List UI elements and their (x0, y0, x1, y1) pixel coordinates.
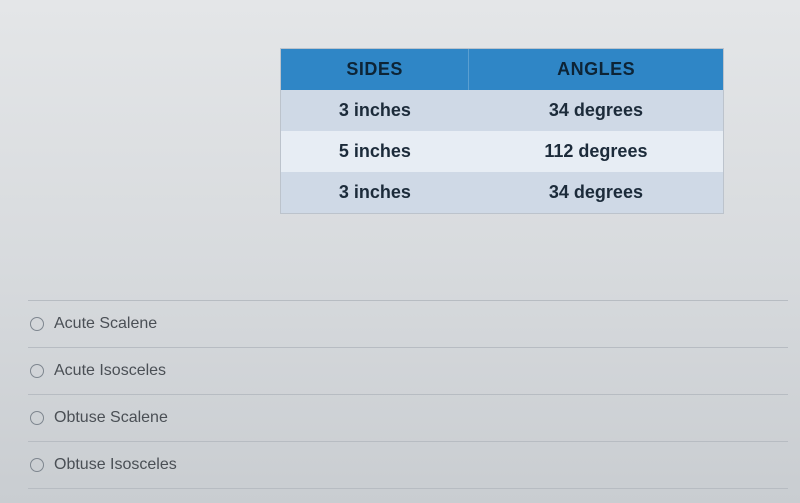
option-label: Obtuse Scalene (54, 409, 168, 427)
cell-angles: 112 degrees (469, 131, 723, 172)
triangle-data-table: SIDES ANGLES 3 inches 34 degrees 5 inche… (280, 48, 724, 214)
cell-sides: 3 inches (281, 90, 469, 131)
radio-icon (30, 317, 44, 331)
cell-angles: 34 degrees (469, 90, 723, 131)
table-head: SIDES ANGLES (281, 49, 723, 90)
option-acute-scalene[interactable]: Acute Scalene (28, 301, 788, 348)
col-header-sides: SIDES (281, 49, 469, 90)
table-row: 5 inches 112 degrees (281, 131, 723, 172)
option-label: Obtuse Isosceles (54, 456, 177, 474)
quiz-page: SIDES ANGLES 3 inches 34 degrees 5 inche… (0, 0, 800, 503)
table-body: 3 inches 34 degrees 5 inches 112 degrees… (281, 90, 723, 213)
radio-icon (30, 364, 44, 378)
option-label: Acute Isosceles (54, 362, 166, 380)
radio-icon (30, 458, 44, 472)
cell-sides: 3 inches (281, 172, 469, 213)
cell-angles: 34 degrees (469, 172, 723, 213)
option-obtuse-isosceles[interactable]: Obtuse Isosceles (28, 442, 788, 489)
table-row: 3 inches 34 degrees (281, 90, 723, 131)
option-obtuse-scalene[interactable]: Obtuse Scalene (28, 395, 788, 442)
option-acute-isosceles[interactable]: Acute Isosceles (28, 348, 788, 395)
radio-icon (30, 411, 44, 425)
answer-options: Acute Scalene Acute Isosceles Obtuse Sca… (28, 300, 788, 489)
cell-sides: 5 inches (281, 131, 469, 172)
data-table: SIDES ANGLES 3 inches 34 degrees 5 inche… (281, 49, 723, 213)
table-row: 3 inches 34 degrees (281, 172, 723, 213)
col-header-angles: ANGLES (469, 49, 723, 90)
option-label: Acute Scalene (54, 315, 157, 333)
table-header-row: SIDES ANGLES (281, 49, 723, 90)
